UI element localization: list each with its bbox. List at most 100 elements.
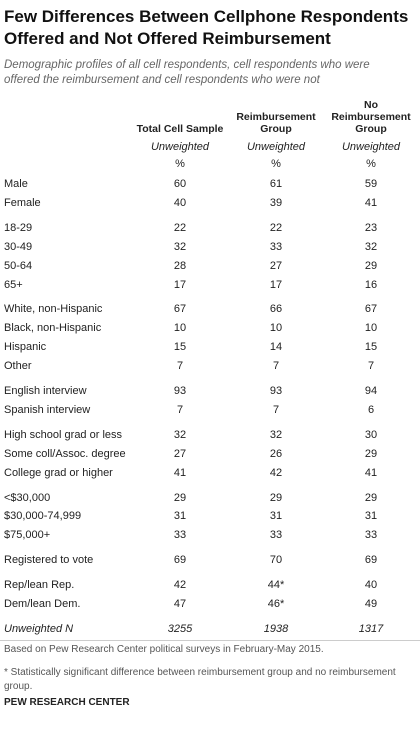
row-label: High school grad or less: [4, 428, 123, 441]
row-label: Some coll/Assoc. degree: [4, 447, 126, 460]
cell: 1317: [358, 622, 384, 635]
cell: 14: [269, 341, 283, 354]
cell: 40: [364, 579, 378, 592]
cell: 30: [364, 428, 378, 441]
unit: %: [366, 158, 376, 170]
row-label: Rep/lean Rep.: [4, 579, 75, 592]
cell: 32: [269, 428, 283, 441]
row-label: Male: [4, 178, 28, 190]
cell: 94: [364, 385, 378, 397]
row-label: White, non-Hispanic: [4, 303, 103, 316]
footer: PEW RESEARCH CENTER: [4, 696, 130, 708]
cell: 15: [173, 341, 187, 354]
row-label: Unweighted N: [4, 622, 74, 635]
cell: 31: [173, 510, 187, 523]
row-label: Other: [4, 360, 32, 373]
cell: 26: [269, 447, 283, 460]
cell: 16: [364, 278, 378, 291]
cell: 70: [269, 554, 283, 567]
cell: 17: [173, 278, 187, 291]
cell: 41: [173, 466, 187, 479]
cell: 32: [364, 240, 378, 253]
cell: 49: [364, 598, 378, 610]
cell: 59: [364, 178, 378, 190]
subtitle: Demographic profiles of all cell respond…: [4, 59, 370, 71]
cell: 41: [364, 466, 378, 479]
cell: 29: [173, 491, 187, 504]
subheader: Unweighted: [246, 141, 306, 153]
cell: 61: [269, 178, 283, 190]
row-label: Black, non-Hispanic: [4, 322, 102, 335]
note: Based on Pew Research Center political s…: [4, 643, 324, 655]
row-label: 50-64: [4, 259, 33, 272]
cell: 7: [367, 360, 375, 373]
cell: 10: [269, 322, 283, 335]
row-label: $30,000-74,999: [4, 510, 82, 523]
row-label: <$30,000: [4, 491, 51, 504]
row-label: 30-49: [4, 240, 33, 253]
cell: 3255: [167, 622, 193, 635]
row-label: Dem/lean Dem.: [4, 598, 81, 610]
cell: 93: [269, 385, 283, 397]
row-label: Female: [4, 196, 41, 209]
row-label: Hispanic: [4, 341, 47, 354]
cell: 27: [173, 447, 187, 460]
cell: 60: [173, 178, 187, 190]
column-header: Total Cell Sample: [136, 123, 224, 135]
cell: 29: [364, 491, 378, 504]
cell: 22: [269, 221, 283, 234]
cell: 33: [269, 240, 283, 253]
cell: 46*: [267, 598, 285, 610]
cell: 69: [173, 554, 187, 567]
rule: [0, 639, 420, 641]
cell: 29: [364, 259, 378, 272]
cell: 29: [269, 491, 283, 504]
cell: 7: [176, 403, 184, 416]
title: Few Differences Between Cellphone Respon…: [4, 7, 409, 26]
unit: %: [175, 158, 185, 170]
column-header: Reimbursement: [331, 111, 411, 123]
row-label: College grad or higher: [4, 466, 113, 479]
cell: 15: [364, 341, 378, 354]
column-header: No: [364, 99, 378, 111]
unit: %: [271, 158, 281, 170]
cell: 6: [367, 403, 375, 416]
row-label: 65+: [4, 278, 23, 291]
column-header: Reimbursement: [236, 111, 316, 123]
cell: 42: [269, 466, 283, 479]
cell: 69: [364, 554, 378, 567]
cell: 23: [364, 221, 378, 234]
cell: 67: [173, 303, 187, 316]
cell: 31: [269, 510, 283, 523]
subtitle: offered the reimbursement and cell respo…: [4, 74, 320, 86]
cell: 93: [173, 385, 187, 397]
row-label: 18-29: [4, 221, 33, 234]
cell: 33: [269, 529, 283, 542]
cell: 10: [364, 322, 378, 335]
row-label: English interview: [4, 385, 87, 397]
cell: 10: [173, 322, 187, 335]
cell: 67: [364, 303, 378, 316]
title: Offered and Not Offered Reimbursement: [4, 29, 331, 48]
column-header: Group: [260, 123, 292, 135]
cell: 17: [269, 278, 283, 291]
cell: 32: [173, 428, 187, 441]
subheader: Unweighted: [150, 141, 210, 153]
cell: 27: [269, 259, 283, 272]
cell: 29: [364, 447, 378, 460]
row-label: Registered to vote: [4, 554, 94, 567]
cell: 7: [272, 360, 280, 373]
cell: 7: [272, 403, 280, 416]
row-label: $75,000+: [4, 529, 51, 542]
cell: 40: [173, 196, 187, 209]
row-label: Spanish interview: [4, 403, 91, 416]
cell: 42: [173, 579, 187, 592]
cell: 47: [173, 598, 187, 610]
cell: 41: [364, 196, 378, 209]
subheader: Unweighted: [341, 141, 401, 153]
cell: 33: [173, 529, 187, 542]
cell: 31: [364, 510, 378, 523]
note: * Statistically significant difference b…: [4, 666, 396, 692]
cell: 39: [269, 196, 283, 209]
